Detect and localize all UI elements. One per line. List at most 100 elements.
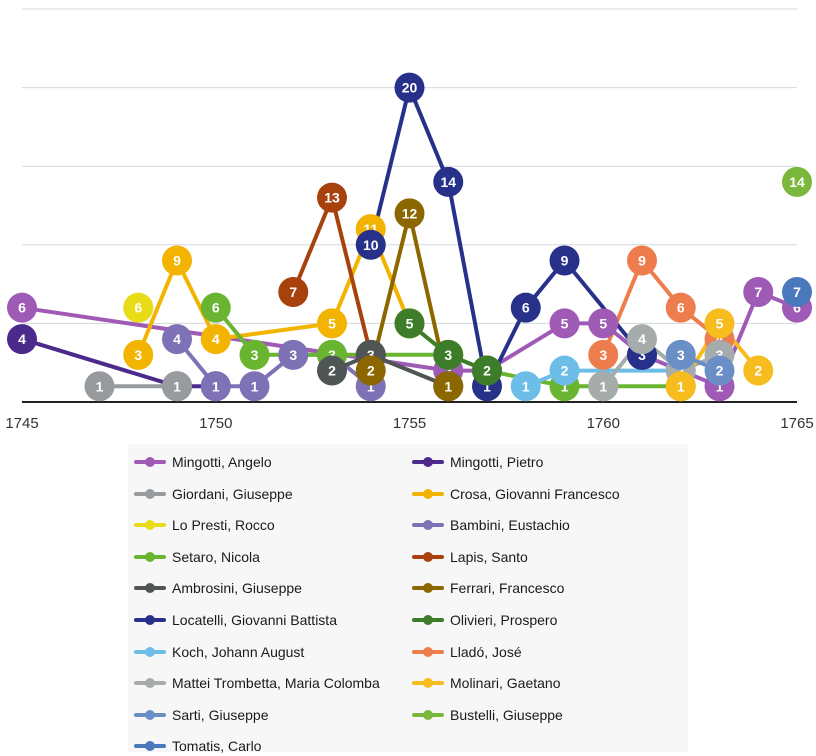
point-ferrari-francesco-1756 [433, 371, 464, 402]
data-label-olivieri-prospero-1755: 5 [406, 315, 414, 331]
legend-item-llado-jose: Lladó, José [410, 642, 522, 662]
data-label-molinari-gaetano-1762: 1 [677, 378, 685, 394]
data-label-crosa-giovanni-francesco-1748: 3 [134, 347, 142, 363]
legend-label: Mingotti, Angelo [172, 454, 272, 470]
legend-swatch [410, 518, 446, 532]
legend-item-koch-johann-august: Koch, Johann August [132, 642, 304, 662]
data-label-crosa-giovanni-francesco-1753: 5 [328, 315, 336, 331]
legend-swatch [132, 645, 168, 659]
legend-label: Ferrari, Francesco [450, 580, 565, 597]
data-label-locatelli-giovanni-battista-1754: 10 [363, 237, 379, 253]
data-label-setaro-nicola-1759: 1 [561, 378, 569, 394]
data-label-bustelli-giuseppe-1765: 14 [789, 174, 805, 190]
point-bustelli-giuseppe-1765 [782, 166, 812, 197]
data-label-bambini-eustachio-1750: 1 [212, 378, 220, 394]
point-llado-jose-1762 [665, 292, 696, 323]
legend-label: Giordani, Giuseppe [172, 485, 293, 502]
data-label-bambini-eustachio-1754: 1 [367, 378, 375, 394]
data-label-mingotti-angelo-1745: 6 [18, 300, 26, 316]
point-mingotti-angelo-1745 [7, 292, 37, 323]
legend-label: Setaro, Nicola [172, 548, 260, 565]
point-crosa-giovanni-francesco-1753 [317, 308, 347, 339]
data-label-llado-jose-1761: 9 [638, 253, 646, 269]
data-label-mingotti-angelo-1759: 5 [561, 315, 569, 331]
legend-swatch [132, 708, 168, 722]
point-sarti-giuseppe-1762 [665, 339, 696, 370]
data-label-locatelli-giovanni-battista-1759: 9 [561, 253, 569, 269]
legend-label: Mingotti, Pietro [450, 454, 544, 470]
data-label-locatelli-giovanni-battista-1758: 6 [522, 300, 530, 316]
data-label-mattei-trombetta-maria-colomba-1762: 2 [677, 363, 685, 379]
data-label-lapis-santo-1752: 7 [289, 284, 297, 300]
legend-swatch [132, 487, 168, 501]
legend-item-molinari-gaetano: Molinari, Gaetano [410, 673, 561, 693]
data-label-sarti-giuseppe-1763: 2 [716, 363, 724, 379]
legend-swatch [410, 708, 446, 722]
data-label-crosa-giovanni-francesco-1750: 4 [212, 331, 220, 347]
legend-label: Olivieri, Prospero [450, 612, 558, 628]
data-label-koch-johann-august-1759: 2 [561, 363, 569, 379]
legend-label: Lo Presti, Rocco [172, 517, 275, 534]
point-tomatis-carlo-1765 [782, 276, 812, 307]
legend-item-sarti-giuseppe: Sarti, Giuseppe [132, 705, 269, 725]
legend-item-mattei-trombetta-maria-colomba: Mattei Trombetta, Maria Colomba [132, 673, 380, 693]
legend-label: Tomatis, Carlo [172, 738, 262, 755]
legend-swatch [132, 518, 168, 532]
data-label-bambini-eustachio-1752: 3 [289, 347, 297, 363]
legend-item-setaro-nicola: Setaro, Nicola [132, 547, 260, 567]
data-label-setaro-nicola-1753: 3 [328, 347, 336, 363]
legend-label: Lapis, Santo [450, 548, 528, 565]
point-ferrari-francesco-1754 [355, 355, 386, 386]
data-label-ferrari-francesco-1756: 1 [444, 378, 452, 394]
point-mingotti-angelo-1760 [588, 308, 619, 339]
x-tick-label-1755: 1755 [393, 415, 426, 432]
legend-item-bustelli-giuseppe: Bustelli, Giuseppe [410, 705, 563, 725]
legend-label: Locatelli, Giovanni Battista [172, 612, 337, 628]
legend-item-mingotti-pietro: Mingotti, Pietro [410, 452, 543, 472]
data-label-llado-jose-1763: 4 [716, 331, 724, 347]
point-mingotti-angelo-1759 [549, 308, 580, 339]
legend-item-lapis-santo: Lapis, Santo [410, 547, 528, 567]
legend-swatch [410, 676, 446, 690]
data-label-giordani-giuseppe-1749: 1 [173, 378, 181, 394]
data-label-llado-jose-1762: 6 [677, 300, 685, 316]
legend-label: Koch, Johann August [172, 643, 305, 660]
gridlines [22, 8, 797, 324]
legend-item-olivieri-prospero: Olivieri, Prospero [410, 610, 557, 630]
data-label-mattei-trombetta-maria-colomba-1761: 4 [638, 331, 646, 347]
data-label-molinari-gaetano-1764: 2 [754, 363, 762, 379]
data-label-tomatis-carlo-1765: 7 [793, 284, 801, 300]
legend-label: Bambini, Eustachio [450, 517, 570, 534]
data-label-bambini-eustachio-1749: 4 [173, 331, 181, 347]
x-tick-label-1745: 1745 [5, 415, 38, 432]
point-lapis-santo-1753 [317, 182, 347, 213]
point-mattei-trombetta-maria-colomba-1761 [627, 324, 657, 355]
legend-swatch [132, 550, 168, 564]
point-bambini-eustachio-1749 [162, 324, 192, 355]
legend-swatch [410, 645, 446, 659]
point-locatelli-giovanni-battista-1758 [510, 292, 541, 323]
data-label-olivieri-prospero-1757: 2 [483, 363, 491, 379]
legend-swatch [132, 676, 168, 690]
data-label-mingotti-angelo-1756: 2 [444, 363, 452, 379]
point-molinari-gaetano-1764 [743, 355, 774, 386]
legend-label: Ambrosini, Giuseppe [172, 580, 302, 597]
legend-swatch [132, 613, 168, 627]
legend-label: Mattei Trombetta, Maria Colomba [172, 675, 380, 692]
data-label-mattei-trombetta-maria-colomba-1763: 3 [716, 347, 724, 363]
legend-label: Molinari, Gaetano [450, 675, 561, 692]
point-sarti-giuseppe-1763 [704, 355, 735, 386]
data-label-setaro-nicola-1750: 6 [212, 300, 220, 316]
data-label-lapis-santo-1753: 13 [324, 190, 340, 206]
data-label-locatelli-giovanni-battista-1756: 14 [440, 174, 456, 190]
point-setaro-nicola-1751 [239, 339, 270, 370]
data-label-locatelli-giovanni-battista-1755: 20 [402, 80, 418, 96]
data-label-mingotti-angelo-1764: 7 [754, 284, 762, 300]
point-molinari-gaetano-1763 [704, 308, 735, 339]
x-tick-label-1760: 1760 [587, 415, 620, 432]
point-llado-jose-1760 [588, 339, 619, 370]
point-crosa-giovanni-francesco-1750 [200, 324, 231, 355]
legend-item-bambini-eustachio: Bambini, Eustachio [410, 515, 570, 535]
series-markers: 6225531764111139451156411331633321117133… [7, 72, 812, 402]
x-tick-label-1750: 1750 [199, 415, 232, 432]
